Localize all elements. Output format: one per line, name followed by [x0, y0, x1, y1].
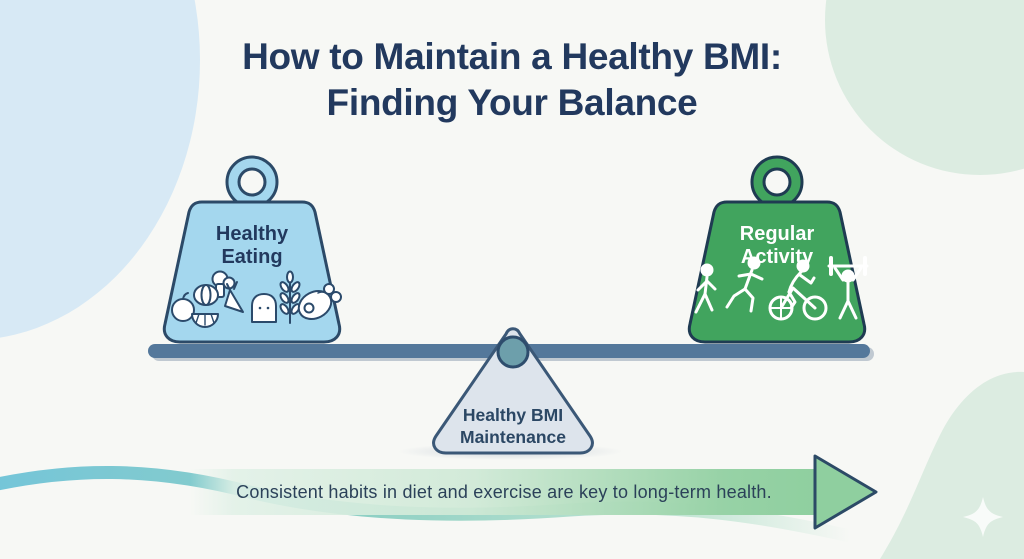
- meat-icon: [297, 283, 342, 320]
- fulcrum-label-line1: Healthy BMI: [463, 405, 563, 425]
- cycling-icon: [768, 259, 828, 321]
- right-weight-label-line1: Regular: [740, 223, 815, 245]
- page-title: How to Maintain a Healthy BMI: Finding Y…: [0, 34, 1024, 126]
- fulcrum-triangle: Healthy BMI Maintenance: [432, 327, 594, 455]
- footer-banner: Consistent habits in diet and exercise a…: [190, 469, 818, 515]
- weightlifting-icon: [827, 256, 869, 320]
- decor-blob-bottom-right: [880, 371, 1024, 559]
- running-icon: [725, 256, 764, 313]
- left-weight-healthy-eating: Healthy Eating: [162, 155, 342, 344]
- sparkle-icon: [963, 497, 1003, 537]
- left-weight-label-line2: Eating: [221, 246, 282, 268]
- left-weight-label-line1: Healthy: [216, 223, 289, 245]
- bread-and-wheat-icon: [251, 270, 301, 324]
- right-weight-regular-activity: Regular Activity: [687, 155, 869, 344]
- fulcrum-label-line2: Maintenance: [460, 427, 566, 447]
- footer-message: Consistent habits in diet and exercise a…: [236, 481, 772, 502]
- walking-icon: [694, 263, 717, 314]
- pivot-circle-icon: [496, 335, 530, 369]
- arrow-right-icon: [813, 454, 878, 530]
- page-title-line1: How to Maintain a Healthy BMI:: [242, 36, 782, 77]
- produce-icon: [171, 270, 244, 328]
- page-title-line2: Finding Your Balance: [326, 82, 698, 123]
